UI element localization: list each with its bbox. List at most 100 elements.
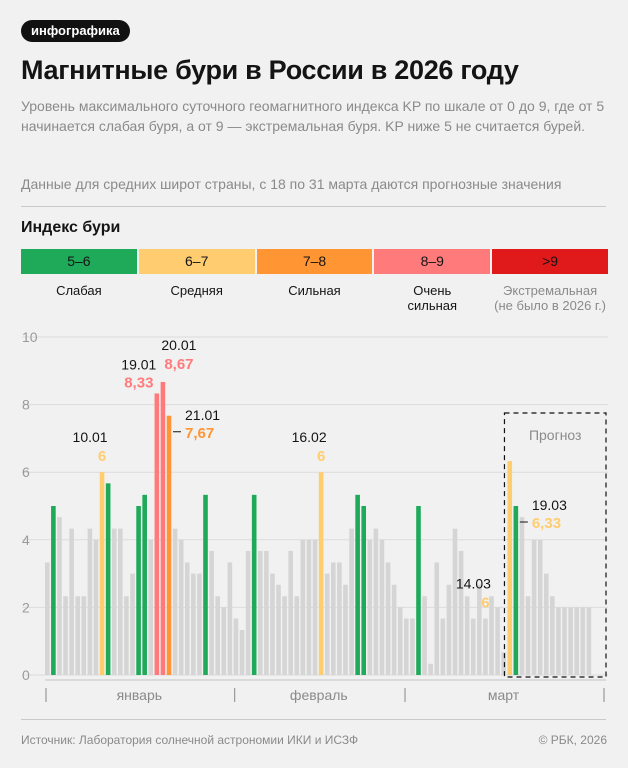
bar xyxy=(367,539,373,675)
bar xyxy=(501,652,506,675)
y-tick-label: 8 xyxy=(22,397,30,413)
bar xyxy=(251,494,257,675)
bar xyxy=(288,550,293,675)
infographic-tag: инфографика xyxy=(21,20,130,42)
legend-label-strong: Сильная xyxy=(288,283,341,298)
bar xyxy=(483,618,488,675)
forecast-label: Прогноз xyxy=(529,427,582,443)
bar xyxy=(99,472,105,675)
bar xyxy=(45,562,50,675)
bar xyxy=(124,596,129,675)
bar xyxy=(312,539,318,675)
source-text: Источник: Лаборатория солнечной астроном… xyxy=(21,733,359,747)
legend-label-extreme: Экстремальная (не было в 2026 г.) xyxy=(494,283,607,313)
bar xyxy=(282,596,287,675)
annotation-date: 14.03 xyxy=(456,576,491,592)
bar xyxy=(306,539,312,675)
legend-label-medium: Средняя xyxy=(170,283,223,298)
bar xyxy=(300,539,306,675)
bar xyxy=(142,494,147,675)
bar xyxy=(245,550,251,675)
legend: 5–6 Слабая 6–7 Средняя 7–8 Сильная 8–9 О… xyxy=(21,249,608,313)
annotation-date: 20.01 xyxy=(161,337,196,353)
y-tick-label: 4 xyxy=(22,532,30,548)
bar xyxy=(464,596,470,675)
annotation-date: 19.01 xyxy=(121,356,156,372)
legend-label-very-strong: Очень сильная xyxy=(407,283,458,313)
bar xyxy=(404,618,409,675)
bar xyxy=(470,618,476,675)
bar xyxy=(57,517,62,675)
bar xyxy=(452,528,458,675)
bar xyxy=(136,506,141,675)
legend-box-medium: 6–7 xyxy=(138,249,255,274)
bar xyxy=(209,550,214,675)
bar xyxy=(349,528,354,675)
bar xyxy=(111,528,117,675)
annotation-value: 7,67 xyxy=(185,425,214,442)
bar xyxy=(294,596,300,675)
annotation-value: 6,33 xyxy=(532,515,561,532)
month-label: февраль xyxy=(290,687,348,703)
bar xyxy=(489,596,494,675)
bar xyxy=(324,573,330,675)
bar xyxy=(276,584,281,675)
bar xyxy=(118,528,123,675)
bar xyxy=(227,562,233,675)
bar xyxy=(178,539,184,675)
divider-top xyxy=(21,206,606,207)
bar xyxy=(203,494,208,675)
legend-item-very-strong: 8–9 Очень сильная xyxy=(374,249,491,313)
legend-box-very-strong: 8–9 xyxy=(374,249,491,274)
bar xyxy=(410,618,415,675)
bar xyxy=(221,607,227,675)
bar xyxy=(507,461,513,675)
annotation-date: 21.01 xyxy=(185,407,220,423)
bar xyxy=(343,584,348,675)
bar xyxy=(373,528,379,675)
legend-item-weak: 5–6 Слабая xyxy=(21,249,137,313)
legend-item-medium: 6–7 Средняя xyxy=(138,249,255,313)
bar xyxy=(154,393,160,675)
bar xyxy=(257,550,263,675)
y-tick-label: 6 xyxy=(22,464,30,480)
bar xyxy=(51,506,56,675)
bar xyxy=(215,596,220,675)
annotation-date: 19.03 xyxy=(532,497,567,513)
bar xyxy=(233,618,239,675)
bar xyxy=(543,573,549,675)
legend-box-extreme: >9 xyxy=(492,249,608,274)
bar xyxy=(391,584,397,675)
bar xyxy=(495,607,500,675)
bar xyxy=(458,550,464,675)
annotation-value: 6 xyxy=(481,595,489,612)
bar xyxy=(264,550,269,675)
bar xyxy=(531,539,537,675)
bar xyxy=(130,573,135,675)
annotation-value: 8,67 xyxy=(164,356,193,373)
bar xyxy=(330,562,336,675)
bar xyxy=(337,562,342,675)
forecast-box xyxy=(503,412,607,678)
bar xyxy=(148,539,154,675)
copyright-text: © РБК, 2026 xyxy=(538,733,607,747)
bar xyxy=(105,483,111,675)
y-tick-label: 0 xyxy=(22,667,30,683)
bar xyxy=(525,596,531,675)
bar xyxy=(586,607,592,675)
data-note: Данные для средних широт страны, с 18 по… xyxy=(21,176,562,192)
bar xyxy=(197,573,202,675)
bar xyxy=(574,607,579,675)
annotation-value: 8,33 xyxy=(124,374,153,391)
legend-item-strong: 7–8 Сильная xyxy=(256,249,373,313)
bar xyxy=(160,381,166,675)
bar xyxy=(550,596,555,675)
legend-box-strong: 7–8 xyxy=(256,249,373,274)
bar xyxy=(270,573,275,675)
bar xyxy=(422,596,427,675)
bar xyxy=(361,506,367,675)
bar xyxy=(172,528,178,675)
bar xyxy=(75,596,81,675)
divider-bottom xyxy=(21,719,606,720)
